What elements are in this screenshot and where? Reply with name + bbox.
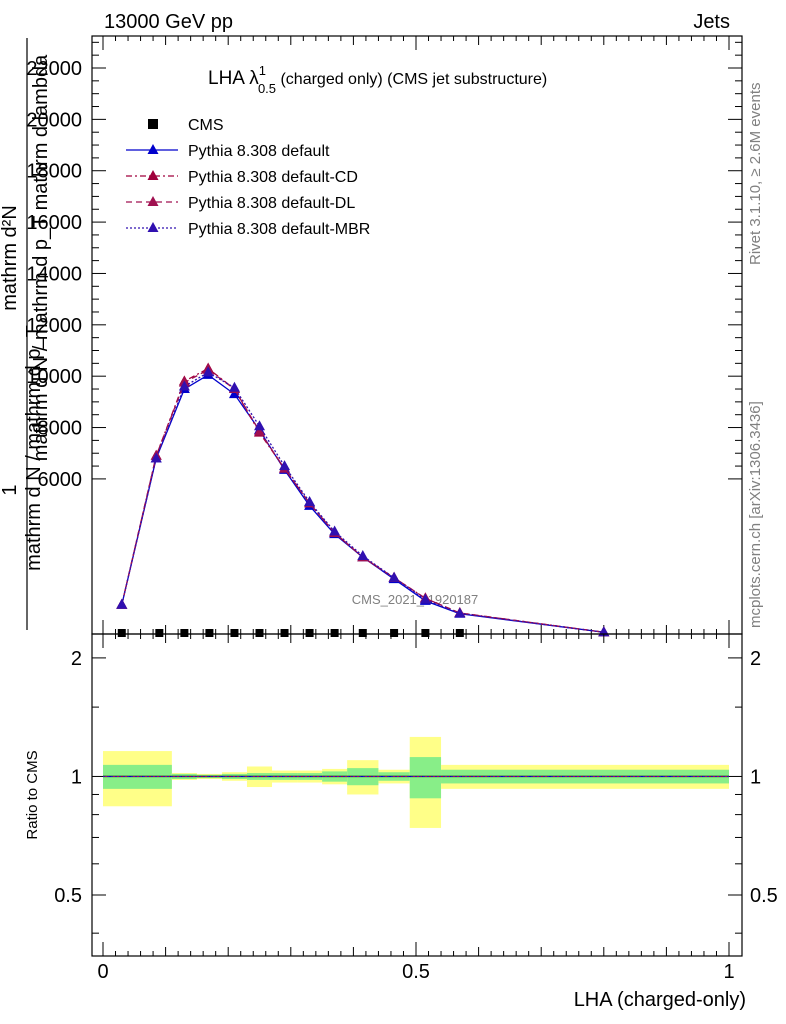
main-y-tick-label: 14000	[26, 263, 82, 285]
ratio-y-tick-label: 2	[71, 648, 82, 670]
title-rest: (charged only) (CMS jet substructure)	[276, 71, 547, 88]
series-point-3	[150, 452, 162, 463]
cms-point	[155, 629, 164, 637]
series-point-3	[116, 598, 128, 609]
series-point-3	[228, 381, 240, 392]
energy-label: 13000 GeV pp	[104, 11, 233, 33]
ratio-y-tick-label-right: 2	[750, 648, 761, 670]
legend-marker-triangle	[147, 170, 159, 180]
main-y-axis: 6000 8000 10000 12000 14000 16000 18000 20000 22…	[26, 41, 742, 491]
series-line-0	[121, 374, 604, 633]
legend-marker-triangle	[147, 196, 159, 206]
ratio-y-tick-label-right: 1	[750, 766, 761, 788]
ratio-x-axis: 0 0.5 1	[97, 634, 735, 983]
rivet-label: Rivet 3.1.10, ≥ 2.6M events	[747, 83, 764, 266]
mcplots-label: mcplots.cern.ch [arXiv:1306.3436]	[747, 401, 764, 628]
ratio-panel: 0.5 0.51 12 2 0 0.5 1	[54, 633, 778, 983]
x-tick-label: 0.5	[402, 961, 430, 983]
cms-point	[255, 629, 264, 637]
ratio-uncertainty-bands	[103, 736, 729, 828]
legend-marker-square	[148, 119, 158, 129]
main-y-tick-label: 20000	[26, 109, 82, 131]
series-point-3	[178, 380, 190, 391]
legend-label: Pythia 8.308 default	[188, 143, 330, 160]
title-sub: 0.5	[258, 81, 276, 96]
ylabel-fraction-one: 1	[0, 484, 21, 495]
series-point-3	[329, 525, 341, 536]
ylabel-numerator: mathrm d²N	[0, 205, 21, 311]
cms-points	[117, 629, 464, 637]
series-point-2	[254, 425, 265, 436]
series-point-0	[228, 388, 240, 399]
series-layer	[116, 362, 610, 637]
series-point-3	[254, 420, 265, 431]
main-y-tick-label: 8000	[38, 418, 83, 440]
legend: CMS Pythia 8.308 default Pythia 8.308 defa…	[126, 117, 370, 238]
ratio-y-tick-label: 0.5	[54, 885, 82, 907]
series-point-3	[202, 366, 214, 377]
x-axis-label: LHA (charged-only)	[574, 989, 746, 1011]
cms-point	[280, 629, 289, 637]
legend-label: Pythia 8.308 default-MBR	[188, 221, 370, 238]
cms-point	[205, 629, 214, 637]
title-sup: 1	[259, 63, 266, 78]
title-main: LHA λ	[208, 68, 259, 89]
cms-point	[390, 629, 399, 637]
main-y-tick-label: 12000	[26, 315, 82, 337]
main-x-ticks	[102, 36, 730, 634]
cms-point	[305, 629, 314, 637]
cms-point	[117, 629, 126, 637]
cms-point	[330, 629, 339, 637]
cms-point	[358, 629, 367, 637]
inner-band	[409, 757, 442, 799]
main-y-tick-label: 16000	[26, 212, 82, 234]
series-line-3	[121, 371, 604, 633]
main-y-tick-label: 6000	[38, 469, 83, 491]
legend-label: CMS	[188, 117, 224, 134]
x-tick-label: 0	[97, 961, 108, 983]
series-point-3	[357, 549, 369, 560]
series-point-3	[388, 571, 400, 582]
series-point-3	[279, 460, 291, 471]
ylabel-denominator-top: mathrm d N / mathrm d p_T mathrm d lambd…	[30, 54, 52, 461]
series-point-3	[419, 593, 431, 604]
series-point-3	[454, 607, 466, 618]
main-title: LHA λ1 0.5 (charged only) (CMS jet substr…	[208, 63, 547, 96]
ratio-y-axis: 0.5 0.5 1 1 2 2	[54, 648, 778, 934]
cms-point	[230, 629, 239, 637]
main-y-tick-label: 22000	[26, 58, 82, 80]
legend-label: Pythia 8.308 default-CD	[188, 169, 358, 186]
category-label: Jets	[693, 11, 730, 33]
cms-point	[180, 629, 189, 637]
watermark: CMS_2021_I1920187	[352, 592, 479, 607]
legend-marker-triangle	[147, 222, 159, 232]
main-y-tick-label: 18000	[26, 161, 82, 183]
ratio-frame	[91, 633, 743, 957]
x-tick-label: 1	[723, 961, 734, 983]
main-y-tick-label: 10000	[26, 366, 82, 388]
cms-point	[421, 629, 430, 637]
legend-label: Pythia 8.308 default-DL	[188, 195, 355, 212]
legend-marker-triangle	[147, 144, 159, 154]
series-line-2	[121, 368, 604, 633]
ratio-y-tick-label-right: 0.5	[750, 885, 778, 907]
ratio-ylabel: Ratio to CMS	[24, 750, 41, 839]
main-panel: 6000 8000 10000 12000 14000 16000 18000 20000 22…	[26, 35, 743, 637]
ylabel-denominator: mathrm d N / mathrm d p_T	[23, 325, 45, 571]
series-point-3	[304, 496, 316, 507]
cms-point	[455, 629, 464, 637]
ratio-y-tick-label: 1	[71, 766, 82, 788]
